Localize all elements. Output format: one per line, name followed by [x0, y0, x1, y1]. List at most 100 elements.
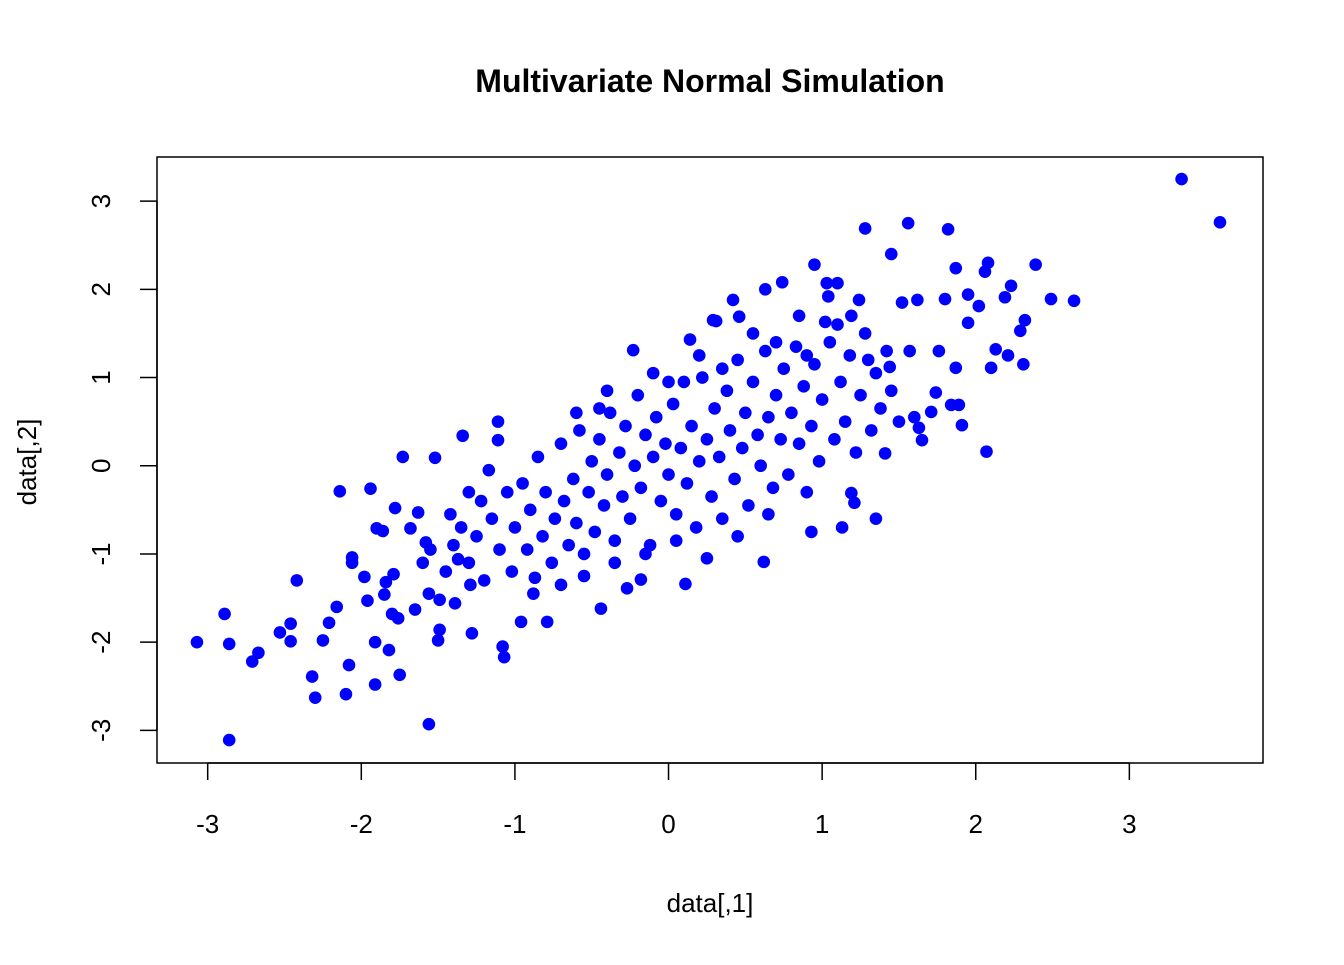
data-point [491, 415, 505, 428]
data-point [603, 406, 617, 420]
data-point [908, 410, 921, 424]
data-point [751, 428, 764, 442]
data-point [470, 530, 483, 543]
data-point [858, 222, 872, 235]
data-point [815, 393, 829, 406]
data-point [222, 733, 236, 747]
data-point [689, 521, 703, 534]
data-point [1013, 324, 1027, 338]
data-point [762, 507, 775, 521]
data-point [573, 424, 586, 437]
data-point [823, 335, 837, 349]
data-point [726, 293, 740, 307]
data-point [805, 419, 818, 433]
data-point [639, 428, 652, 442]
data-point [941, 223, 955, 236]
data-point [892, 415, 906, 428]
data-point [358, 570, 371, 584]
data-point [496, 640, 509, 653]
data-point [316, 634, 330, 647]
data-point [482, 463, 496, 477]
data-point [932, 344, 946, 358]
data-point [387, 567, 400, 581]
data-point [929, 386, 943, 399]
data-point [222, 637, 236, 651]
data-point [835, 521, 849, 534]
data-point [961, 316, 975, 330]
data-point [972, 299, 986, 313]
data-point [464, 578, 477, 592]
y-tick-label: 2 [86, 282, 116, 296]
data-point [1017, 357, 1030, 371]
data-point [989, 342, 1003, 356]
data-point [431, 634, 445, 647]
data-point [843, 349, 857, 362]
data-point [696, 371, 709, 384]
data-point [769, 388, 783, 402]
data-point [540, 615, 554, 629]
data-point [1067, 294, 1081, 308]
data-point [680, 477, 694, 490]
data-point [577, 569, 591, 583]
data-point [708, 402, 721, 415]
data-point [433, 623, 446, 637]
x-axis: -3 -2 -1 0 1 2 3 [196, 762, 1137, 839]
data-point [444, 507, 457, 521]
data-point [984, 361, 998, 375]
data-point [961, 288, 975, 301]
data-point [593, 432, 606, 446]
data-point [915, 433, 929, 447]
data-point [792, 437, 806, 450]
x-tick-label: 2 [969, 809, 983, 839]
data-point [514, 615, 528, 629]
data-point [566, 472, 580, 486]
data-point [493, 543, 506, 556]
data-point [838, 415, 852, 428]
data-point [792, 309, 806, 323]
x-tick-label: 3 [1122, 809, 1136, 839]
data-point [393, 668, 407, 682]
data-point [273, 626, 287, 639]
data-point [416, 556, 430, 570]
data-point [462, 556, 476, 570]
data-point [821, 290, 835, 303]
data-point [845, 486, 858, 500]
data-point [1029, 258, 1042, 271]
data-point [980, 445, 993, 458]
data-point [884, 247, 898, 261]
data-point [854, 388, 867, 402]
data-point [378, 588, 391, 601]
data-point [290, 574, 304, 587]
data-point [322, 616, 336, 630]
data-point [485, 512, 499, 525]
data-point [404, 522, 417, 535]
plot-frame [156, 156, 1264, 764]
data-point [831, 318, 844, 331]
data-point [677, 375, 691, 389]
data-point [284, 617, 297, 630]
data-point [869, 512, 883, 525]
data-point [782, 468, 795, 481]
data-point [462, 485, 476, 499]
data-point [428, 451, 442, 465]
data-point [497, 650, 511, 664]
data-point [284, 634, 297, 648]
data-point [852, 293, 866, 307]
data-point [1001, 349, 1015, 362]
data-point [669, 534, 683, 548]
data-point [858, 327, 872, 340]
data-point [901, 216, 915, 230]
y-axis-label: data[,2] [12, 419, 42, 506]
data-point [692, 455, 706, 468]
data-point [634, 481, 648, 495]
data-point [626, 343, 640, 357]
data-point [454, 521, 468, 534]
y-tick-label: 0 [86, 458, 116, 472]
data-point [700, 552, 714, 565]
data-point [620, 582, 634, 595]
data-point [700, 432, 714, 446]
data-point [465, 627, 479, 640]
data-point [955, 418, 969, 432]
data-point [797, 380, 811, 393]
data-point [616, 490, 629, 503]
